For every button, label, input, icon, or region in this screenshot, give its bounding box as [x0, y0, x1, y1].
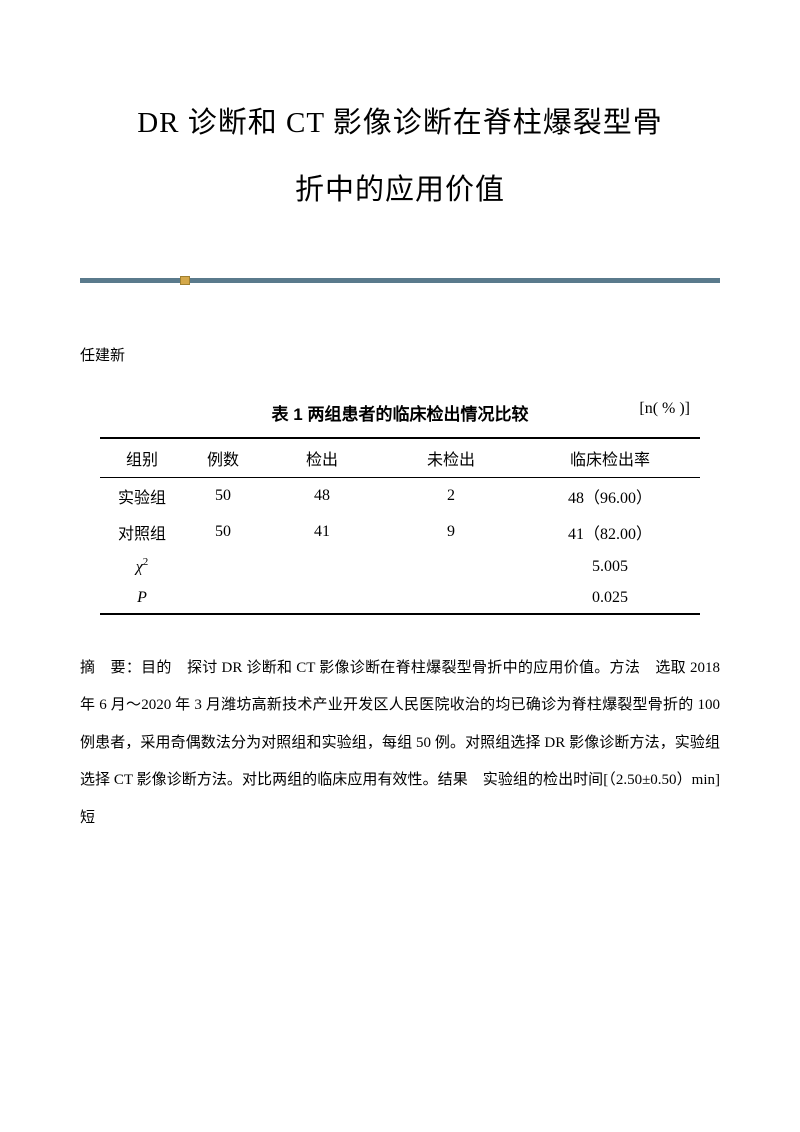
table-header-row: 组别 例数 检出 未检出 临床检出率: [100, 438, 700, 478]
col-header-detected: 检出: [262, 438, 382, 478]
cell-undetected: 2: [382, 478, 520, 515]
divider-marker: [180, 276, 190, 285]
table-row-stat: χ2 5.005: [100, 550, 700, 582]
abstract-text: 摘 要：目的 探讨 DR 诊断和 CT 影像诊断在脊柱爆裂型骨折中的应用价值。方…: [80, 650, 720, 838]
table-row: 对照组 50 41 9 41（82.00）: [100, 514, 700, 550]
table-unit: [n( % )]: [639, 400, 690, 418]
col-header-group: 组别: [100, 438, 184, 478]
cell-stat-label: P: [100, 583, 184, 614]
cell-rate: 41（82.00）: [520, 514, 700, 550]
divider-line: [80, 278, 720, 283]
section-divider: [80, 278, 720, 284]
cell-group: 对照组: [100, 514, 184, 550]
col-header-n: 例数: [184, 438, 262, 478]
cell-n: 50: [184, 478, 262, 515]
cell-empty: [184, 550, 262, 582]
cell-empty: [184, 583, 262, 614]
table-row: 实验组 50 48 2 48（96.00）: [100, 478, 700, 515]
table-title: 表 1 两组患者的临床检出情况比较: [272, 400, 529, 425]
cell-empty: [382, 550, 520, 582]
cell-empty: [262, 550, 382, 582]
table-title-row: 表 1 两组患者的临床检出情况比较 [n( % )]: [100, 400, 700, 425]
cell-stat-label: χ2: [100, 550, 184, 582]
cell-undetected: 9: [382, 514, 520, 550]
col-header-rate: 临床检出率: [520, 438, 700, 478]
cell-detected: 48: [262, 478, 382, 515]
table-row-stat: P 0.025: [100, 583, 700, 614]
comparison-table: 组别 例数 检出 未检出 临床检出率 实验组 50 48 2 48（96.00）…: [100, 437, 700, 614]
cell-stat-value: 0.025: [520, 583, 700, 614]
cell-group: 实验组: [100, 478, 184, 515]
cell-stat-value: 5.005: [520, 550, 700, 582]
cell-empty: [382, 583, 520, 614]
title-line-2: 折中的应用价值: [295, 174, 505, 206]
title-line-1: DR 诊断和 CT 影像诊断在脊柱爆裂型骨: [137, 107, 663, 139]
cell-empty: [262, 583, 382, 614]
table-container: 表 1 两组患者的临床检出情况比较 [n( % )] 组别 例数 检出 未检出 …: [80, 400, 720, 614]
col-header-undetected: 未检出: [382, 438, 520, 478]
cell-rate: 48（96.00）: [520, 478, 700, 515]
cell-detected: 41: [262, 514, 382, 550]
author-name: 任建新: [80, 344, 720, 365]
cell-n: 50: [184, 514, 262, 550]
document-title: DR 诊断和 CT 影像诊断在脊柱爆裂型骨 折中的应用价值: [80, 90, 720, 223]
